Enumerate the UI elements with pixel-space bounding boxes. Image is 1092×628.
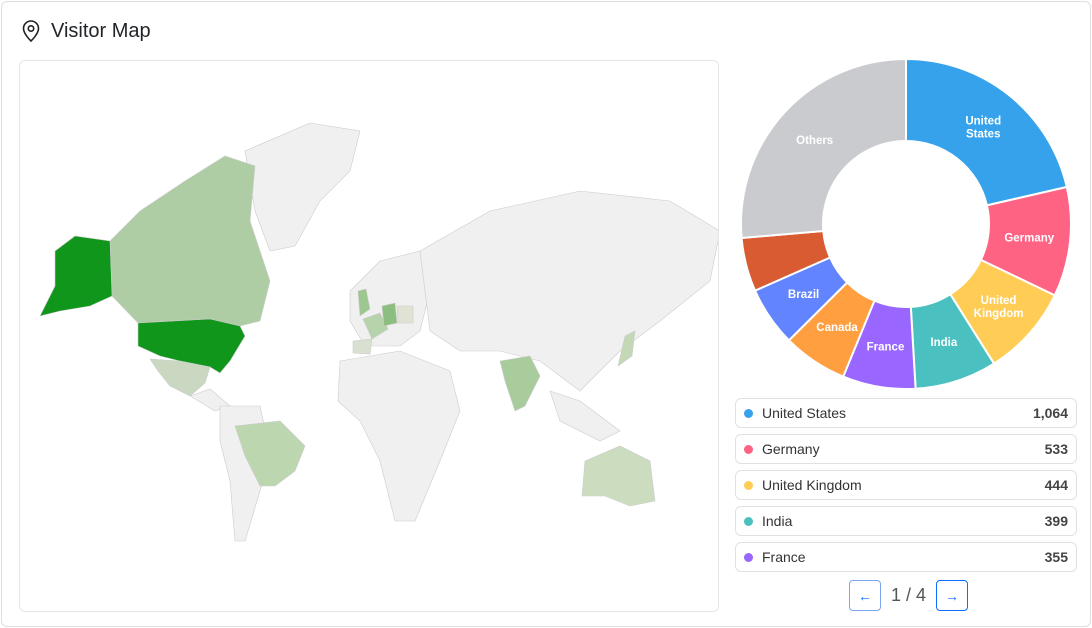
legend-value: 399 [1044, 513, 1068, 529]
current-page: 1 [891, 585, 902, 605]
card-header: Visitor Map [21, 19, 151, 43]
donut-slice[interactable] [740, 57, 907, 240]
legend-country: Germany [762, 441, 820, 457]
total-pages: 4 [916, 585, 927, 605]
card-title: Visitor Map [51, 19, 151, 42]
next-page-button[interactable]: → [936, 580, 969, 611]
legend-country: France [762, 549, 806, 565]
country-usa[interactable] [137, 318, 246, 374]
legend-row[interactable]: United Kingdom 444 [735, 470, 1077, 500]
legend-country: India [762, 513, 793, 529]
slice-label: United States [965, 115, 1001, 140]
slice-label: United Kingdom [974, 295, 1024, 320]
africa[interactable] [337, 350, 461, 522]
country-canada[interactable] [109, 155, 271, 327]
country-germany[interactable] [381, 302, 398, 327]
country-india[interactable] [499, 355, 541, 412]
country-brazil[interactable] [234, 420, 306, 487]
southeast-asia[interactable] [549, 390, 621, 442]
legend-row[interactable]: France 355 [735, 542, 1077, 572]
page-indicator: 1 / 4 [891, 585, 926, 606]
slice-label: Germany [1004, 233, 1054, 245]
legend-value: 533 [1044, 441, 1068, 457]
legend-value: 355 [1044, 549, 1068, 565]
slice-label: France [867, 341, 905, 353]
legend-color-dot [744, 480, 753, 490]
legend-color-dot [744, 408, 753, 418]
donut-chart: United States Germany United Kingdom India Fra… [740, 57, 1072, 390]
legend-country: United Kingdom [762, 477, 862, 493]
page-separator: / [901, 585, 917, 605]
slice-label: Others [796, 135, 833, 147]
legend-value: 444 [1044, 477, 1068, 493]
legend-color-dot [744, 444, 753, 454]
country-legend: United States 1,064 Germany 533 United Kingd… [735, 398, 1077, 578]
legend-row[interactable]: India 399 [735, 506, 1077, 536]
legend-row[interactable]: Germany 533 [735, 434, 1077, 464]
legend-row[interactable]: United States 1,064 [735, 398, 1077, 428]
legend-color-dot [744, 516, 753, 526]
slice-label: Canada [816, 322, 858, 334]
pagination: ← 1 / 4 → [849, 580, 969, 611]
country-australia[interactable] [581, 445, 656, 507]
country-alaska[interactable] [39, 235, 113, 317]
legend-value: 1,064 [1032, 405, 1068, 421]
country-france[interactable] [362, 312, 389, 340]
country-uk[interactable] [357, 288, 371, 317]
country-japan[interactable] [617, 330, 636, 367]
slice-label: Brazil [788, 289, 819, 301]
legend-color-dot [744, 552, 753, 562]
slice-label: India [930, 337, 957, 349]
russia-asia[interactable] [419, 190, 719, 392]
country-spain[interactable] [352, 338, 373, 355]
prev-page-button[interactable]: ← [849, 580, 881, 611]
donut-slice[interactable] [905, 57, 1068, 207]
world-map[interactable] [19, 60, 719, 612]
country-mexico[interactable] [149, 358, 211, 397]
country-poland[interactable] [396, 305, 414, 324]
legend-country: United States [762, 405, 847, 421]
map-pin-icon [22, 20, 40, 43]
country-greenland[interactable] [244, 122, 361, 252]
